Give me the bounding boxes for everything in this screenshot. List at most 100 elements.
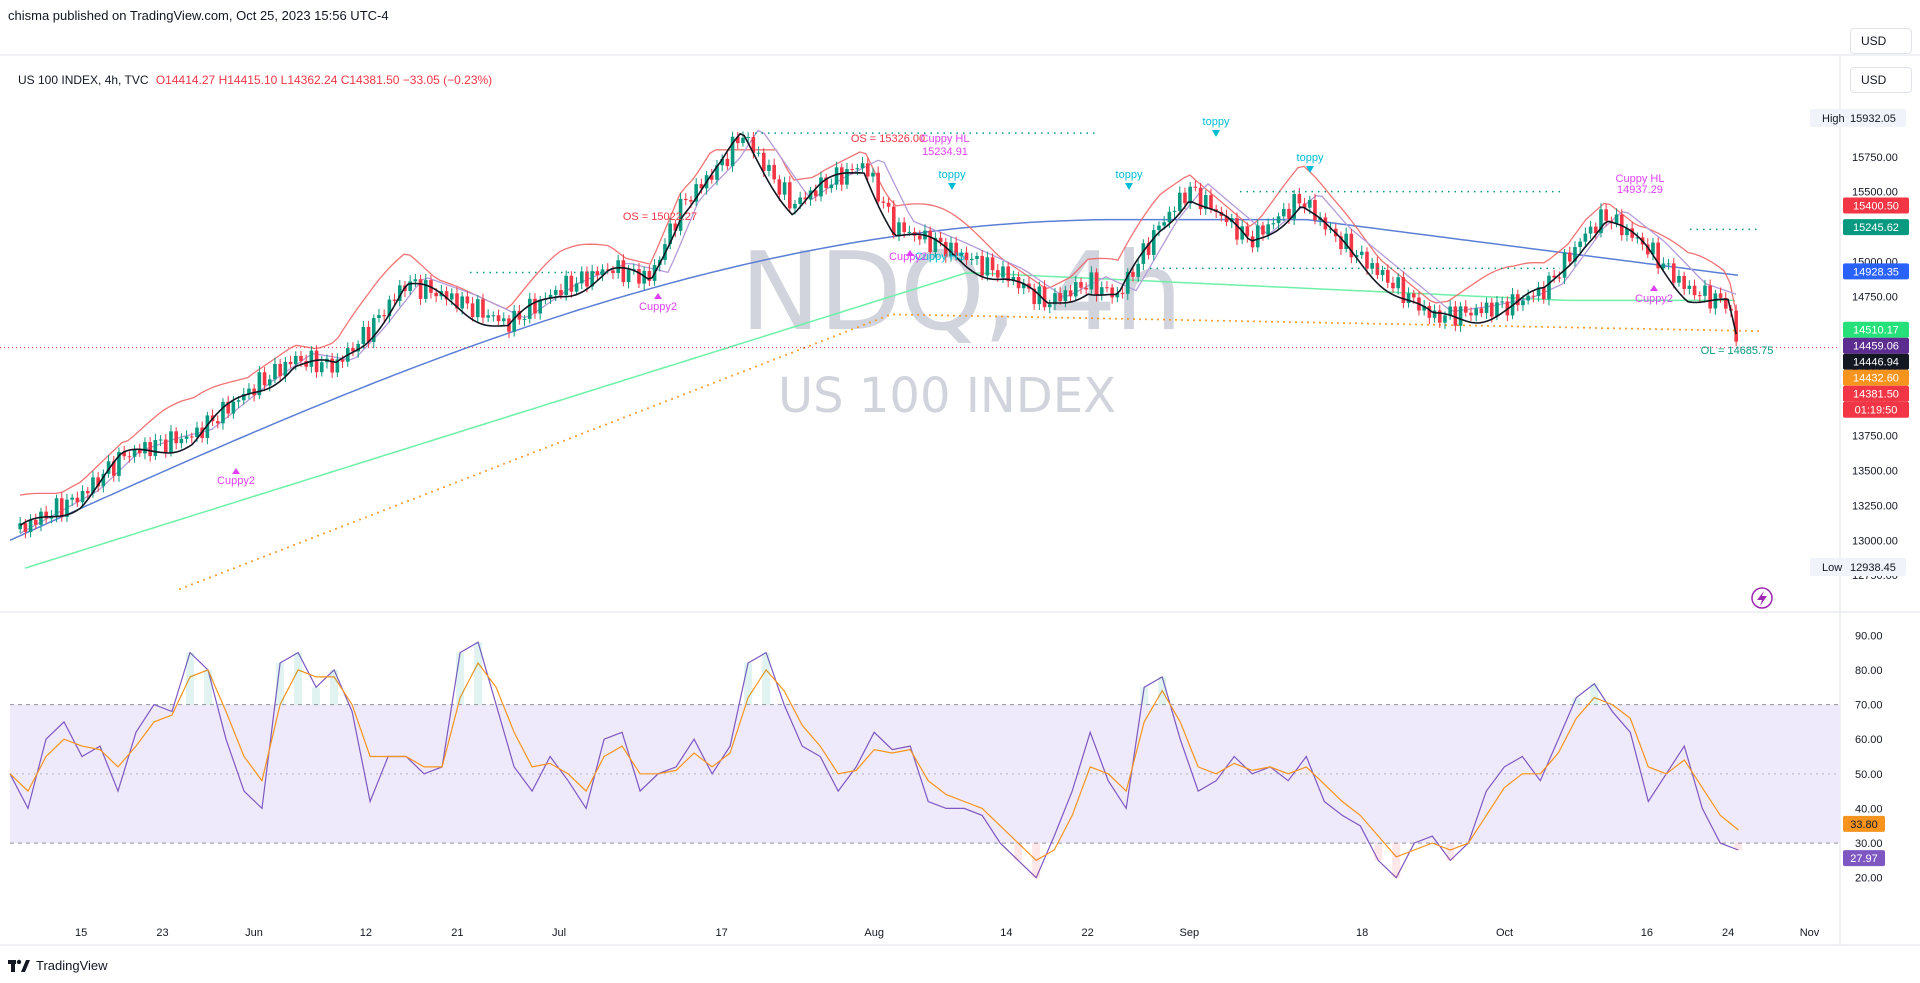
candle-body <box>964 252 969 261</box>
orange-dot <box>413 497 415 500</box>
orange-dot <box>1463 324 1465 327</box>
candle-body <box>1297 194 1302 204</box>
candle-body <box>559 290 563 296</box>
toppy-down-arrow <box>1125 183 1133 190</box>
time-tick-label: Oct <box>1496 927 1513 939</box>
orange-dot <box>935 314 937 317</box>
oversold-fill <box>1392 843 1401 878</box>
orange-dot <box>1145 318 1147 321</box>
orange-dot <box>1493 325 1495 327</box>
rsi-line <box>9 641 1739 879</box>
candle-body <box>876 172 880 202</box>
candle-body <box>1401 277 1406 304</box>
time-tick-label: Sep <box>1180 927 1200 939</box>
candle-body <box>1448 306 1452 316</box>
open-value: O14414.27 <box>155 73 216 87</box>
candle-body <box>590 271 594 287</box>
candle-body <box>1136 263 1140 277</box>
orange-dot <box>911 313 913 316</box>
candle-body <box>1463 306 1468 313</box>
candle-body <box>163 439 168 453</box>
orange-dot <box>887 314 889 317</box>
candle-body <box>408 281 412 291</box>
orange-dot <box>1025 316 1027 318</box>
candle-body <box>460 296 464 309</box>
price-axis-badge-text: 15245.62 <box>1853 222 1899 234</box>
candle-body <box>75 497 80 503</box>
orange-dot <box>881 316 883 319</box>
chart-annotation: toppy <box>939 169 966 181</box>
rsi-tick-label: 70.00 <box>1855 700 1883 712</box>
oversold-fill <box>1014 843 1023 861</box>
orange-dot <box>215 574 217 577</box>
orange-dot <box>1049 316 1051 319</box>
candle-body <box>44 511 48 519</box>
orange-dot <box>1475 324 1477 327</box>
candle-body <box>1411 293 1416 298</box>
orange-dot <box>983 315 985 318</box>
candle-body <box>1713 293 1718 309</box>
orange-dot <box>653 404 655 407</box>
candle-body <box>1261 225 1265 235</box>
toppy-down-arrow <box>1212 130 1220 137</box>
candle-body <box>865 163 870 177</box>
rsi-tick-label: 20.00 <box>1855 873 1883 885</box>
orange-dot <box>269 553 271 556</box>
candle-body <box>1692 285 1697 296</box>
candle-body <box>1349 233 1354 258</box>
orange-dot <box>1235 320 1237 322</box>
currency-selector-top[interactable]: USD <box>1850 28 1912 54</box>
orange-dot <box>641 409 643 412</box>
candle-body <box>153 439 158 456</box>
candle-body <box>1651 242 1655 255</box>
candle-body <box>611 270 615 274</box>
orange-dot <box>749 367 751 370</box>
change-value: −33.05 (−0.23%) <box>402 73 493 87</box>
orange-dot <box>545 446 547 449</box>
orange-dot <box>1613 327 1615 330</box>
orange-dot <box>605 423 607 426</box>
candle-body <box>564 275 568 296</box>
candle-body <box>621 260 626 283</box>
orange-dot <box>1139 318 1141 321</box>
orange-dot <box>719 379 721 382</box>
orange-dot <box>1187 319 1189 322</box>
orange-dot <box>1547 326 1549 328</box>
candle-body <box>1276 216 1281 224</box>
cuppy-up-arrow <box>232 468 240 474</box>
orange-dot <box>203 578 205 581</box>
overbought-fill <box>456 652 465 705</box>
candle-body <box>746 137 750 139</box>
orange-dot <box>473 474 475 477</box>
candle-body <box>221 401 225 424</box>
orange-dot <box>1379 322 1381 325</box>
overbought-fill <box>762 652 771 705</box>
candle-body <box>158 439 163 441</box>
candle-body <box>860 163 865 169</box>
time-tick-label: 14 <box>1000 927 1012 939</box>
rsi-tick-label: 40.00 <box>1855 803 1883 815</box>
orange-dot <box>497 465 499 468</box>
currency-selector[interactable]: USD <box>1850 67 1912 93</box>
orange-dot <box>455 481 457 484</box>
price-tick-label: 13250.00 <box>1852 500 1898 512</box>
orange-dot <box>917 313 919 316</box>
candle-body <box>96 477 100 487</box>
orange-dot <box>539 449 541 451</box>
chart-annotation: Cuppy2 <box>889 251 927 263</box>
orange-dot <box>527 453 529 456</box>
orange-dot <box>1319 321 1321 324</box>
orange-dot <box>1511 325 1513 328</box>
orange-dot <box>431 490 433 493</box>
candle-body <box>803 197 808 200</box>
rsi-tick-label-hidden: 30.00 <box>1855 838 1883 850</box>
orange-dot <box>1655 328 1657 331</box>
candle-body <box>1547 275 1551 300</box>
overbought-fill <box>204 669 213 705</box>
candle-body <box>1344 233 1348 250</box>
orange-dot <box>1343 322 1345 325</box>
orange-dot <box>1151 318 1153 321</box>
candle-body <box>959 252 964 256</box>
candle-body <box>1380 269 1385 276</box>
